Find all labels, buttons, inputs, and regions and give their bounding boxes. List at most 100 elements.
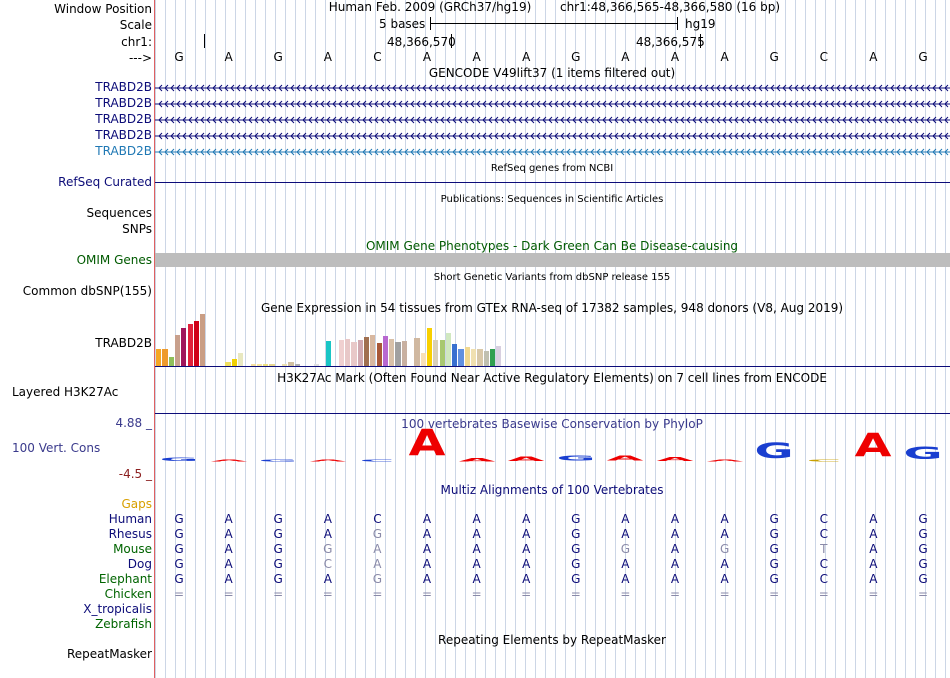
- gtex-tissue-bar[interactable]: [282, 364, 288, 366]
- gtex-tissue-bar[interactable]: [225, 362, 231, 366]
- gtex-tissue-bar[interactable]: [187, 324, 193, 366]
- gencode-track-label[interactable]: TRABD2B: [95, 112, 152, 126]
- snps-track-label[interactable]: SNPs: [122, 222, 152, 236]
- gtex-tissue-bar[interactable]: [433, 340, 439, 366]
- gtex-tissue-bar[interactable]: [489, 349, 496, 366]
- gencode-track-label[interactable]: TRABD2B: [95, 96, 152, 110]
- h3k27ac-track-label[interactable]: Layered H3K27Ac: [12, 385, 119, 399]
- gtex-tissue-bar[interactable]: [162, 349, 168, 366]
- gtex-tissue-bar[interactable]: [256, 364, 263, 366]
- species-label-dog[interactable]: Dog: [127, 557, 152, 571]
- alignment-base: G: [174, 572, 184, 586]
- gencode-transcript[interactable]: [155, 83, 950, 93]
- phylop-base: A: [458, 457, 496, 463]
- species-label-zebrafish[interactable]: Zebrafish: [95, 617, 152, 631]
- gtex-tissue-bar[interactable]: [231, 359, 237, 366]
- gtex-tissue-bar[interactable]: [401, 341, 407, 366]
- gtex-tissue-bar[interactable]: [376, 343, 382, 366]
- gtex-tissue-bar[interactable]: [345, 339, 351, 366]
- grid-line: [875, 0, 876, 678]
- phylop-base: G: [258, 458, 298, 463]
- gtex-tissue-bar[interactable]: [395, 342, 401, 366]
- gtex-tissue-bar[interactable]: [168, 357, 174, 366]
- gtex-tissue-bar[interactable]: [471, 349, 477, 366]
- gencode-transcript[interactable]: [155, 99, 950, 109]
- gencode-track-label[interactable]: TRABD2B: [95, 144, 152, 158]
- species-label-mouse[interactable]: Mouse: [113, 542, 152, 556]
- omim-band[interactable]: [155, 253, 950, 267]
- gencode-track-label[interactable]: TRABD2B: [95, 128, 152, 142]
- gtex-tissue-bar[interactable]: [464, 347, 470, 366]
- gtex-tissue-bar[interactable]: [294, 364, 300, 366]
- gtex-tissue-bar[interactable]: [313, 364, 319, 366]
- species-label-human[interactable]: Human: [108, 512, 152, 526]
- gtex-tissue-bar[interactable]: [174, 335, 181, 366]
- strand-label: --->: [128, 51, 152, 65]
- gtex-bars[interactable]: [155, 314, 555, 366]
- track-image[interactable]: Human Feb. 2009 (GRCh37/hg19) chr1:48,36…: [155, 0, 950, 678]
- gtex-tissue-bar[interactable]: [420, 353, 426, 366]
- gencode-transcript[interactable]: [155, 147, 950, 157]
- gtex-tissue-bar[interactable]: [382, 336, 389, 366]
- alignment-base: A: [670, 512, 680, 526]
- omim-track-label[interactable]: OMIM Genes: [76, 253, 152, 267]
- scale-label: Scale: [119, 18, 152, 32]
- gtex-tissue-bar[interactable]: [263, 364, 269, 366]
- gtex-gene-label[interactable]: TRABD2B: [95, 336, 152, 350]
- common-dbsnp-track-label[interactable]: Common dbSNP(155): [22, 284, 152, 298]
- species-label-chicken[interactable]: Chicken: [104, 587, 152, 601]
- sequences-track-label[interactable]: Sequences: [86, 206, 152, 220]
- grid-line: [675, 0, 676, 678]
- gtex-tissue-bar[interactable]: [206, 340, 212, 366]
- gtex-tissue-bar[interactable]: [496, 346, 502, 366]
- grid-line: [635, 0, 636, 678]
- gtex-tissue-bar[interactable]: [477, 349, 483, 366]
- species-label-x-tropicalis[interactable]: X_tropicalis: [83, 602, 152, 616]
- gtex-tissue-bar[interactable]: [389, 339, 395, 366]
- gtex-tissue-bar[interactable]: [445, 333, 452, 366]
- alignment-base: G: [174, 557, 184, 571]
- alignment-base: A: [869, 527, 878, 541]
- gtex-tissue-bar[interactable]: [338, 340, 344, 366]
- grid-line: [685, 0, 686, 678]
- gtex-tissue-bar[interactable]: [351, 342, 357, 366]
- gtex-tissue-bar[interactable]: [326, 341, 332, 366]
- sequence-base: A: [422, 50, 432, 64]
- gtex-tissue-bar[interactable]: [269, 364, 275, 366]
- gencode-transcript[interactable]: [155, 131, 950, 141]
- gtex-tissue-bar[interactable]: [237, 353, 244, 366]
- gtex-tissue-bar[interactable]: [181, 328, 187, 366]
- phylop-base: A: [706, 458, 744, 463]
- alignment-base: A: [670, 572, 680, 586]
- gencode-transcript[interactable]: [155, 115, 950, 125]
- alignment-base: A: [522, 557, 531, 571]
- gtex-tissue-bar[interactable]: [250, 364, 256, 366]
- gtex-tissue-bar[interactable]: [363, 337, 370, 366]
- grid-line: [465, 0, 466, 678]
- gtex-tissue-bar[interactable]: [439, 340, 445, 366]
- repeatmasker-track-label[interactable]: RepeatMasker: [66, 647, 152, 661]
- phylop-track-label[interactable]: 100 Vert. Cons: [12, 441, 101, 455]
- gtex-tissue-bar[interactable]: [357, 340, 363, 366]
- gtex-tissue-bar[interactable]: [200, 314, 206, 366]
- gtex-tissue-bar[interactable]: [483, 351, 489, 366]
- alignment-base: A: [224, 572, 233, 586]
- gtex-tissue-bar[interactable]: [458, 349, 464, 366]
- gtex-tissue-bar[interactable]: [452, 344, 458, 366]
- refseq-line[interactable]: [155, 182, 950, 183]
- gencode-track-label[interactable]: TRABD2B: [95, 80, 152, 94]
- species-label-rhesus[interactable]: Rhesus: [108, 527, 152, 541]
- gtex-tissue-bar[interactable]: [370, 335, 376, 366]
- gaps-label[interactable]: Gaps: [121, 497, 152, 511]
- alignment-base: C: [819, 512, 828, 526]
- alignment-base: A: [422, 542, 432, 556]
- gtex-tissue-bar[interactable]: [288, 362, 294, 366]
- gtex-tissue-bar[interactable]: [414, 338, 420, 366]
- gtex-tissue-bar[interactable]: [426, 328, 433, 366]
- species-label-elephant[interactable]: Elephant: [98, 572, 152, 586]
- gtex-tissue-bar[interactable]: [193, 321, 200, 366]
- gtex-tissue-bar[interactable]: [156, 349, 162, 366]
- refseq-track-label[interactable]: RefSeq Curated: [58, 175, 152, 189]
- grid-line: [625, 0, 626, 678]
